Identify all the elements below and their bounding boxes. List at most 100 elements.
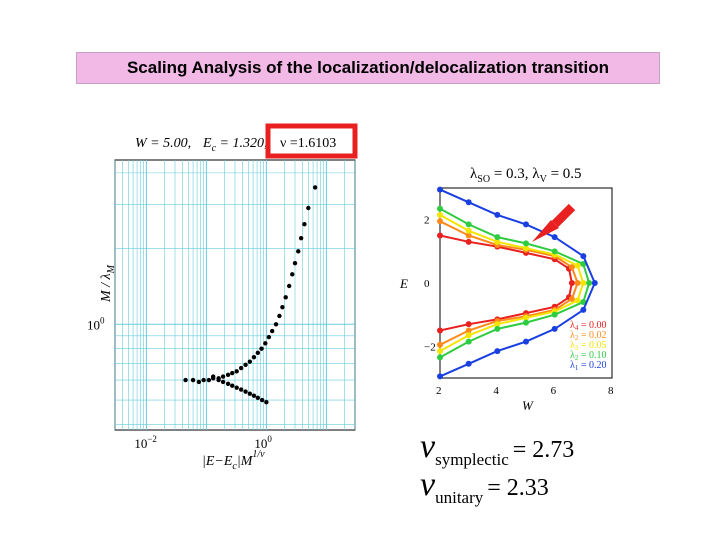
band-point [574, 262, 581, 269]
data-point [259, 397, 265, 403]
band-point [437, 186, 443, 193]
band-point [494, 325, 501, 332]
data-point [234, 369, 239, 374]
x-axis-label: |E−Ec|M1/ν [202, 449, 265, 470]
data-point [220, 374, 226, 379]
band-point [523, 314, 529, 321]
band-point [437, 211, 443, 218]
band-point [568, 295, 575, 302]
band-point [437, 354, 443, 361]
data-point [286, 283, 292, 289]
band-point [591, 280, 598, 286]
band-point [437, 327, 443, 334]
band-point [523, 240, 529, 247]
x-tick-label: 2 [436, 385, 442, 397]
data-point [243, 362, 248, 368]
band-point [465, 321, 472, 328]
band-lines [437, 186, 598, 380]
band-point [523, 338, 529, 345]
data-point [266, 334, 272, 340]
y-tick-label: 0 [424, 278, 430, 290]
band-point [437, 218, 443, 225]
data-point [211, 374, 216, 379]
data-point [190, 377, 196, 383]
band-point [465, 360, 472, 367]
band-point [465, 232, 472, 239]
x-tick-label: 6 [551, 385, 557, 397]
band-point [523, 221, 529, 228]
data-point [220, 379, 226, 385]
band-point [580, 280, 587, 286]
data-point [238, 387, 244, 392]
band-point [465, 338, 472, 345]
unitary-line: νunitary = 2.33 [420, 466, 549, 507]
band-point [551, 325, 558, 332]
band-point [574, 297, 581, 304]
data-point [230, 383, 235, 388]
data-point [255, 395, 261, 401]
right-chart-title: λSO = 0.3, λV = 0.5 [470, 166, 582, 185]
symplectic-line: νsymplectic = 2.73 [420, 428, 575, 469]
band-point [568, 264, 575, 271]
band-point [551, 234, 558, 241]
y-tick-label: −2 [424, 341, 436, 353]
legend-entry: λ4 = 0.00 [570, 320, 607, 332]
band-point [494, 238, 501, 245]
band-point [580, 299, 587, 305]
data-point [216, 377, 221, 383]
y-tick-label: 2 [424, 215, 430, 227]
band-point [437, 205, 443, 212]
scaling-chart: W = 5.00, Ec = 1.320, ν =1.6103 10−2 1001… [87, 123, 358, 470]
band-point [580, 253, 587, 260]
band-point [437, 341, 443, 348]
energy-band-chart: λSO = 0.3, λV = 0.5 2 4 6 820−2 λ4 = 0.00λ2… [399, 166, 614, 413]
band-point [551, 311, 558, 318]
data-point [251, 354, 257, 360]
band-point [523, 245, 529, 252]
band-point [523, 319, 529, 326]
data-point [225, 381, 231, 387]
data-point [277, 313, 282, 319]
x-tick-label: 10−2 [134, 434, 157, 451]
band-point [437, 373, 443, 380]
slide-title-box: Scaling Analysis of the localization/del… [76, 52, 660, 84]
band-point [494, 321, 501, 328]
data-point [238, 365, 244, 371]
data-point [263, 341, 268, 346]
symplectic-value: = 2.73 [512, 437, 575, 463]
data-point [243, 389, 248, 394]
band-point [465, 221, 472, 228]
band-point [465, 327, 472, 334]
symplectic-label: symplectic [435, 450, 509, 469]
data-point [292, 260, 298, 266]
band-point [465, 238, 472, 245]
x-tick-label: 4 [493, 385, 499, 397]
data-point [283, 295, 288, 300]
data-point [298, 235, 304, 241]
data-point [264, 400, 269, 405]
data-point [259, 346, 264, 351]
data-point [247, 391, 253, 396]
band-point [494, 348, 501, 355]
data-point [225, 372, 231, 377]
arrow-head [532, 220, 559, 242]
data-point [247, 359, 253, 364]
band-point [580, 261, 587, 267]
band-point [465, 199, 472, 206]
band-point [580, 306, 587, 313]
band-point [437, 232, 443, 239]
nu-highlight-box [265, 123, 358, 159]
unitary-value: = 2.33 [487, 475, 549, 501]
band-point [574, 280, 581, 286]
right-y-axis-label: E [399, 276, 408, 291]
exponent-summary: νsymplectic = 2.73 νunitary = 2.33 [420, 428, 660, 530]
data-point [251, 393, 257, 398]
data-points [183, 185, 318, 405]
legend-entry: λ2 = 0.02 [570, 330, 607, 342]
data-point [312, 185, 318, 190]
header-e-text: Ec = 1.320, [202, 136, 267, 154]
data-point [306, 205, 311, 211]
legend-entry: λ3 = 0.05 [570, 340, 607, 352]
data-point [234, 385, 239, 390]
x-tick-label: 100 [254, 434, 272, 451]
